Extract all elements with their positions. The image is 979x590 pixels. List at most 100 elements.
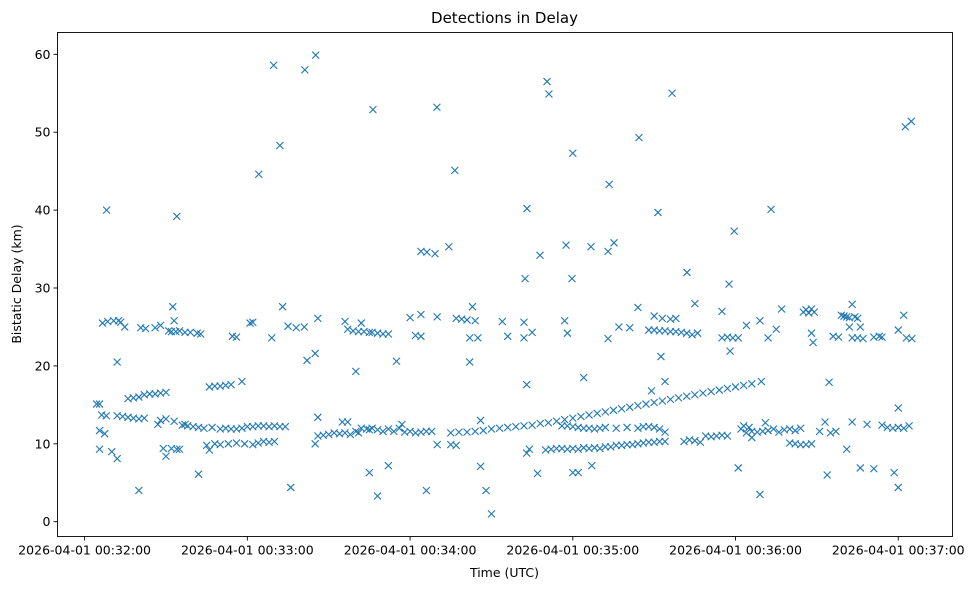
data-point-marker xyxy=(200,424,208,433)
data-point-marker xyxy=(842,445,851,454)
data-point-marker xyxy=(731,383,740,391)
data-point-marker xyxy=(757,377,766,386)
data-point-marker xyxy=(168,302,177,311)
data-point-marker xyxy=(313,413,322,422)
data-point-marker xyxy=(634,401,642,410)
data-point-marker xyxy=(690,299,699,308)
y-tick-label: 40 xyxy=(35,203,51,218)
data-points xyxy=(92,51,916,518)
data-point-marker xyxy=(875,332,884,341)
data-point-marker xyxy=(668,89,676,98)
data-point-marker xyxy=(455,428,463,437)
data-point-marker xyxy=(162,414,170,423)
data-point-marker xyxy=(899,311,908,320)
data-point-marker xyxy=(604,334,612,343)
data-point-marker xyxy=(601,407,610,416)
chart-title: Detections in Delay xyxy=(431,9,578,27)
data-point-marker xyxy=(593,409,602,418)
x-tick-label: 2026-04-01 00:33:00 xyxy=(181,543,314,558)
data-point-marker xyxy=(894,326,903,334)
data-point-marker xyxy=(246,319,254,327)
data-point-marker xyxy=(354,429,363,437)
x-tick-label: 2026-04-01 00:35:00 xyxy=(506,543,639,558)
data-point-marker xyxy=(476,416,485,425)
data-point-marker xyxy=(869,464,878,473)
data-point-marker xyxy=(842,312,851,321)
data-point-marker xyxy=(739,421,748,430)
data-point-marker xyxy=(834,333,843,341)
data-point-marker xyxy=(560,316,569,325)
data-point-marker xyxy=(723,432,732,440)
data-point-marker xyxy=(284,322,292,331)
x-tick-label: 2026-04-01 00:37:00 xyxy=(832,543,965,558)
data-point-marker xyxy=(661,437,669,446)
data-point-marker xyxy=(446,429,455,437)
data-point-marker xyxy=(417,310,425,319)
data-point-marker xyxy=(452,441,461,450)
data-point-marker xyxy=(658,397,667,405)
data-point-marker xyxy=(92,400,101,408)
x-tick-label: 2026-04-01 00:34:00 xyxy=(344,543,477,558)
data-point-marker xyxy=(102,206,111,214)
data-point-marker xyxy=(406,313,414,322)
data-point-marker xyxy=(568,414,577,422)
data-point-marker xyxy=(134,486,143,495)
data-point-marker xyxy=(303,356,311,365)
data-point-marker xyxy=(642,400,650,408)
data-point-marker xyxy=(113,358,122,366)
data-point-marker xyxy=(465,333,474,342)
data-point-marker xyxy=(690,390,699,399)
data-point-marker xyxy=(563,329,572,338)
data-point-marker xyxy=(444,242,453,251)
data-point-marker xyxy=(351,367,360,376)
data-point-marker xyxy=(878,333,886,341)
data-point-marker xyxy=(747,379,756,388)
data-point-marker xyxy=(357,319,366,327)
data-point-marker xyxy=(300,323,309,331)
data-point-marker xyxy=(696,438,705,447)
data-point-marker xyxy=(699,389,707,398)
y-tick-label: 0 xyxy=(43,514,51,529)
y-tick-label: 10 xyxy=(35,436,51,451)
data-point-marker xyxy=(170,316,179,325)
data-point-marker xyxy=(756,490,764,499)
data-point-marker xyxy=(726,347,734,355)
data-point-marker xyxy=(610,238,618,247)
data-point-marker xyxy=(311,349,320,358)
data-point-marker xyxy=(520,333,528,342)
data-point-marker xyxy=(601,423,610,432)
data-point-marker xyxy=(520,318,528,327)
data-point-marker xyxy=(654,208,662,217)
data-point-marker xyxy=(658,314,667,323)
data-point-marker xyxy=(238,424,246,433)
data-point-marker xyxy=(560,415,569,424)
data-point-marker xyxy=(815,427,824,436)
data-point-marker xyxy=(300,66,309,74)
data-point-marker xyxy=(715,386,724,394)
data-point-marker xyxy=(232,333,241,341)
data-point-marker xyxy=(216,440,225,449)
data-point-marker xyxy=(634,303,642,312)
data-point-marker xyxy=(533,469,542,478)
data-point-marker xyxy=(596,444,604,453)
data-point-marker xyxy=(536,419,545,428)
data-point-marker xyxy=(134,393,143,401)
y-tick-label: 50 xyxy=(35,125,51,140)
data-point-marker xyxy=(745,423,753,432)
data-point-marker xyxy=(528,421,537,429)
data-point-marker xyxy=(476,462,485,471)
data-point-marker xyxy=(683,268,691,277)
data-point-marker xyxy=(343,418,352,426)
data-point-marker xyxy=(823,471,832,479)
data-point-marker xyxy=(810,308,819,317)
data-point-marker xyxy=(826,429,835,437)
data-point-marker xyxy=(647,386,656,395)
data-point-marker xyxy=(102,411,111,420)
data-point-marker xyxy=(471,316,480,325)
data-point-marker xyxy=(807,439,816,448)
data-point-marker xyxy=(562,241,570,250)
data-point-marker xyxy=(194,470,203,479)
data-point-marker xyxy=(525,445,534,454)
data-point-marker xyxy=(825,378,833,387)
